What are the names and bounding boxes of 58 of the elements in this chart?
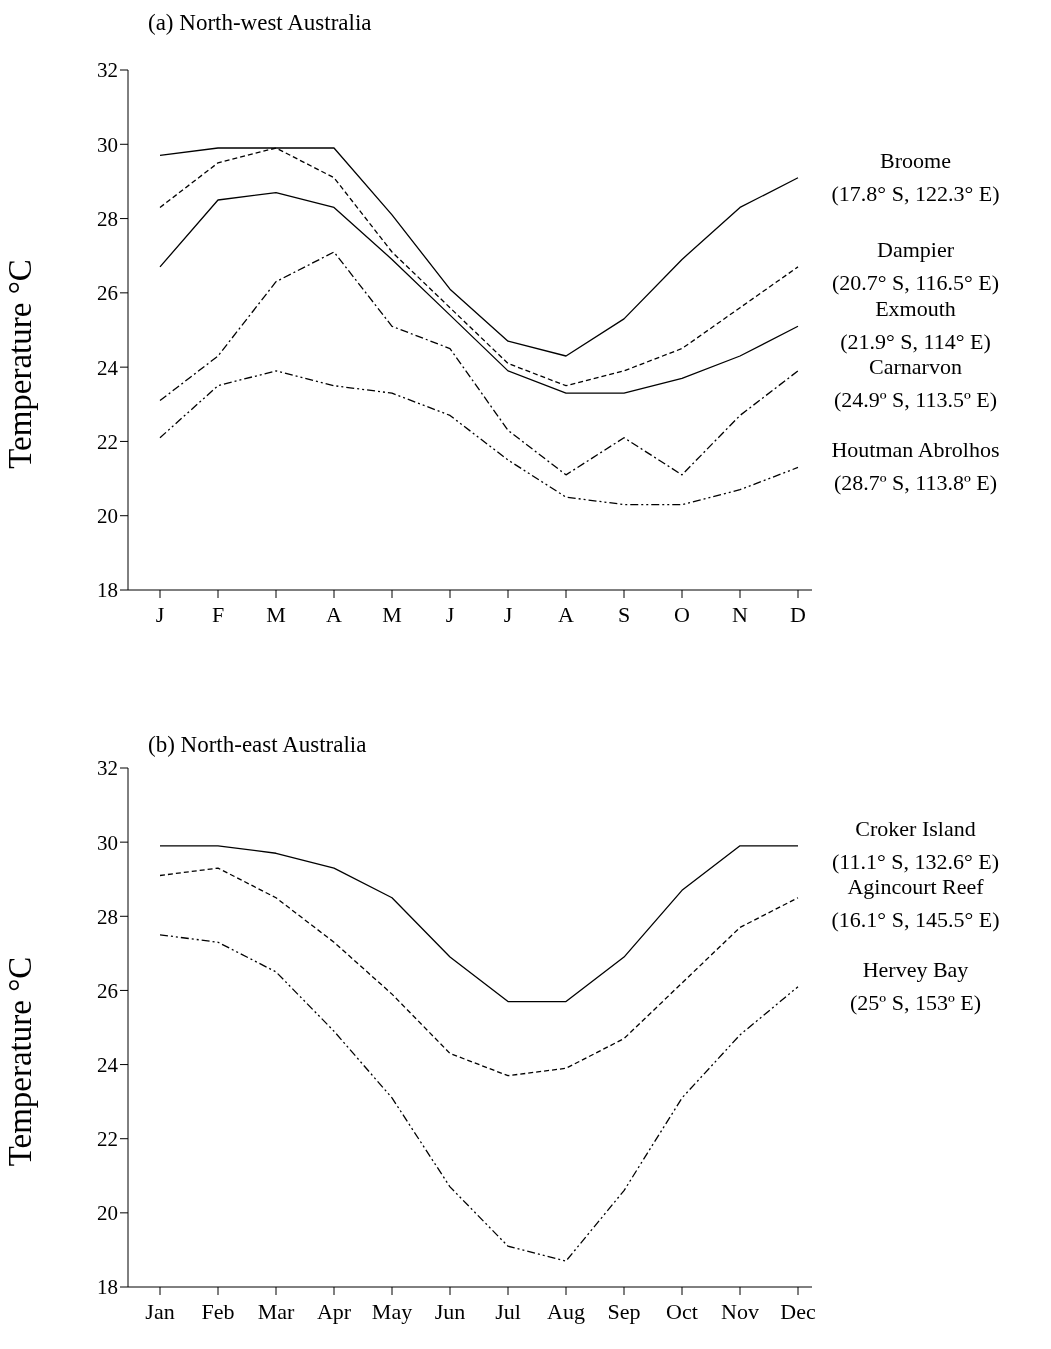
series-label: Dampier (20.7° S, 116.5° E) bbox=[830, 235, 1001, 295]
series-label: Agincourt Reef (16.1° S, 145.5° E) bbox=[830, 873, 1001, 934]
chart-title: (a) North-west Australia bbox=[148, 10, 372, 36]
x-tick-label: Dec bbox=[780, 1298, 816, 1324]
x-tick-label: M bbox=[266, 601, 286, 627]
x-tick-label: S bbox=[617, 601, 631, 627]
x-tick-label: N bbox=[732, 601, 749, 627]
x-tick-label: Jun bbox=[434, 1298, 466, 1324]
x-tick-label: Mar bbox=[257, 1298, 295, 1324]
y-axis-title: Temperature °C bbox=[2, 956, 38, 1167]
x-tick-label: May bbox=[371, 1298, 413, 1324]
x-tick-label: F bbox=[211, 601, 225, 627]
y-tick-label: 28 bbox=[97, 207, 118, 232]
y-tick-label: 28 bbox=[97, 904, 118, 929]
x-tick-label: Sep bbox=[607, 1298, 641, 1324]
series-label: Broome (17.8° S, 122.3° E) bbox=[830, 146, 1001, 208]
line-series bbox=[159, 867, 799, 1077]
y-tick-label: 32 bbox=[97, 756, 118, 781]
series-label: Houtman Abrolhos (28.7º S, 113.8º E) bbox=[830, 436, 1001, 498]
y-tick-label: 20 bbox=[97, 1201, 118, 1226]
x-tick-label: M bbox=[382, 601, 402, 627]
x-tick-label: Jul bbox=[495, 1298, 521, 1324]
y-axis-title: Temperature °C bbox=[2, 259, 38, 469]
y-tick-label: 26 bbox=[97, 281, 118, 306]
line-series bbox=[159, 251, 799, 476]
y-tick-label: 18 bbox=[97, 578, 118, 603]
x-tick-label: Oct bbox=[666, 1298, 698, 1324]
series-label: Carnarvon (24.9º S, 113.5º E) bbox=[832, 354, 999, 415]
line-series bbox=[159, 191, 799, 394]
y-tick-label: 24 bbox=[97, 1053, 119, 1078]
x-tick-label: D bbox=[790, 601, 806, 627]
x-tick-label: Aug bbox=[547, 1298, 585, 1324]
y-tick-label: 30 bbox=[97, 132, 118, 157]
x-tick-label: Nov bbox=[721, 1298, 759, 1324]
x-tick-label: O bbox=[674, 601, 690, 627]
y-tick-label: 26 bbox=[97, 978, 118, 1003]
y-tick-label: 22 bbox=[97, 429, 118, 454]
line-series bbox=[159, 934, 799, 1262]
y-tick-label: 18 bbox=[97, 1275, 118, 1300]
text: Hervey Bay (25º S, 153º E) bbox=[849, 955, 982, 1017]
y-tick-label: 32 bbox=[97, 58, 118, 83]
x-tick-label: Feb bbox=[201, 1298, 235, 1324]
line-series bbox=[159, 845, 799, 1003]
line-series bbox=[159, 370, 799, 506]
x-tick-label: J bbox=[503, 601, 513, 627]
x-tick-label: J bbox=[155, 601, 165, 627]
chart-title: (b) North-east Australia bbox=[148, 732, 367, 758]
x-tick-label: A bbox=[558, 601, 575, 627]
y-tick-label: 24 bbox=[97, 355, 119, 380]
y-tick-label: 30 bbox=[97, 830, 118, 855]
x-tick-label: J bbox=[445, 601, 455, 627]
x-tick-label: Jan bbox=[145, 1298, 175, 1324]
x-tick-label: Apr bbox=[316, 1298, 352, 1324]
y-tick-label: 20 bbox=[97, 504, 118, 529]
x-tick-label: A bbox=[326, 601, 343, 627]
y-tick-label: 22 bbox=[97, 1127, 118, 1152]
series-label: Exmouth (21.9° S, 114° E) bbox=[839, 296, 992, 357]
series-label: Croker Island (11.1° S, 132.6° E) bbox=[830, 814, 1001, 876]
